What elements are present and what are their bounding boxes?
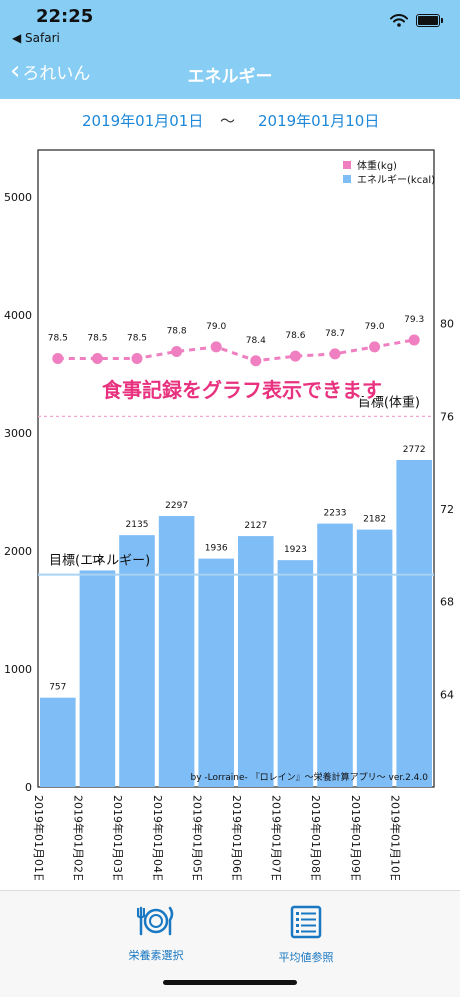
weight-point <box>329 348 341 360</box>
weight-point-label: 78.8 <box>167 327 187 337</box>
weight-point-label: 78.6 <box>285 331 305 341</box>
battery-icon <box>416 14 443 27</box>
start-date-button[interactable]: 2019年01月01日 <box>82 112 204 130</box>
back-button[interactable]: ‹ ろれいん <box>10 58 90 84</box>
tab-average-reference-label: 平均値参照 <box>278 951 334 964</box>
target-label-weight: 目標(体重) <box>358 394 420 410</box>
y-left-tick-label: 1000 <box>4 663 32 676</box>
wifi-icon <box>390 14 408 27</box>
plot-frame <box>37 149 435 788</box>
back-button-label: ろれいん <box>22 63 91 84</box>
y-right-tick-label: 72 <box>440 503 454 516</box>
status-time: 22:25 <box>36 6 94 27</box>
legend-swatch-weight <box>343 161 351 169</box>
tab-nutrient-select[interactable]: 栄養素選択 <box>86 905 226 963</box>
energy-bar <box>198 558 234 787</box>
energy-bar <box>356 529 393 787</box>
x-tick-label: 2019年01月07日 <box>270 795 284 880</box>
x-tick-label: 2019年01月02日 <box>72 795 86 880</box>
page-title: エネルギー <box>187 67 273 87</box>
home-indicator <box>163 980 297 985</box>
credit-text: by -Lorraine- 『ロレイン』〜栄養計算アプリ〜 ver.2.4.0 <box>191 771 429 783</box>
plate-cutlery-icon <box>137 906 174 936</box>
status-back-safari[interactable]: ◀ Safari <box>12 31 60 45</box>
y-left-tick-label: 0 <box>25 781 32 794</box>
energy-bar-label: 2772 <box>403 445 426 455</box>
date-separator: 〜 <box>220 112 236 130</box>
x-tick-label: 2019年01月10日 <box>388 795 402 880</box>
weight-point <box>52 352 64 364</box>
y-left-tick-label: 3000 <box>4 427 32 440</box>
y-right-tick-label: 76 <box>440 410 454 423</box>
x-tick-label: 2019年01月03日 <box>111 795 125 880</box>
energy-bar <box>317 523 353 787</box>
weight-point-label: 78.4 <box>246 336 266 346</box>
weight-point <box>250 355 262 367</box>
y-right-tick-label: 64 <box>440 688 454 701</box>
weight-series-line <box>57 338 415 363</box>
y-left-tick-label: 5000 <box>4 191 32 204</box>
energy-weight-chart: 0 1000 2000 3000 4000 5000 64 68 72 76 80 757 18 2135… <box>4 149 454 880</box>
tab-nutrient-select-label: 栄養素選択 <box>128 949 184 962</box>
energy-bar-label: 2135 <box>126 520 149 530</box>
energy-bar <box>79 570 116 787</box>
weight-point <box>91 352 103 364</box>
legend-swatch-energy <box>343 175 351 183</box>
legend-label-weight: 体重(kg) <box>357 159 397 172</box>
y-right-tick-label: 80 <box>440 318 454 331</box>
weight-point <box>408 334 420 346</box>
energy-bar-label: 1923 <box>284 545 307 555</box>
energy-bar <box>396 460 432 787</box>
energy-bar-label: 1936 <box>205 544 228 554</box>
energy-bar-label: 2182 <box>363 515 386 525</box>
energy-bar <box>158 516 195 787</box>
energy-bar-label: 2233 <box>324 509 347 519</box>
y-left-tick-label: 2000 <box>4 545 32 558</box>
tab-bar: 栄養素選択 平均値参照 <box>0 890 460 997</box>
energy-bar-label: 757 <box>49 683 66 693</box>
energy-bar <box>119 535 155 787</box>
list-document-icon <box>290 905 322 939</box>
chevron-left-icon: ‹ <box>10 56 21 86</box>
weight-point <box>289 350 301 362</box>
status-icons <box>390 14 443 27</box>
energy-bar-label: 2297 <box>165 501 188 511</box>
tab-average-reference[interactable]: 平均値参照 <box>236 905 376 965</box>
weight-point-label: 78.5 <box>48 333 68 343</box>
weight-point <box>131 352 143 364</box>
weight-point <box>369 341 381 353</box>
energy-bar <box>277 560 314 787</box>
y-right-tick-label: 68 <box>440 596 454 609</box>
x-tick-label: 2019年01月04日 <box>151 795 165 880</box>
x-tick-label: 2019年01月09日 <box>349 795 363 880</box>
energy-bar <box>238 536 274 787</box>
energy-bar-label: 18 <box>92 555 104 565</box>
weight-point <box>171 346 183 358</box>
date-range: 2019年01月01日 〜 2019年01月10日 <box>0 110 460 130</box>
legend-label-energy: エネルギー(kcal) <box>357 174 435 186</box>
end-date-button[interactable]: 2019年01月10日 <box>258 112 380 130</box>
overlay-caption: 食事記録をグラフ表示できます <box>102 378 382 402</box>
x-tick-label: 2019年01月06日 <box>230 795 244 880</box>
target-label-energy: 目標(エネルギー) <box>49 554 150 569</box>
header: 22:25 ◀ Safari ‹ ろれいん エネルギー <box>0 0 460 99</box>
weight-point <box>210 341 222 353</box>
x-tick-label: 2019年01月08日 <box>309 795 323 880</box>
energy-bar <box>40 697 76 787</box>
x-tick-label: 2019年01月01日 <box>32 795 46 880</box>
weight-point-label: 79.0 <box>365 322 385 332</box>
weight-point-label: 78.5 <box>87 333 107 343</box>
y-left-tick-label: 4000 <box>4 309 32 322</box>
weight-point-label: 78.5 <box>127 333 147 343</box>
weight-point-label: 78.7 <box>325 329 345 339</box>
weight-point-label: 79.3 <box>404 315 424 325</box>
energy-bar-label: 2127 <box>244 521 267 531</box>
x-tick-label: 2019年01月05日 <box>190 795 204 880</box>
weight-point-label: 79.0 <box>206 322 226 332</box>
